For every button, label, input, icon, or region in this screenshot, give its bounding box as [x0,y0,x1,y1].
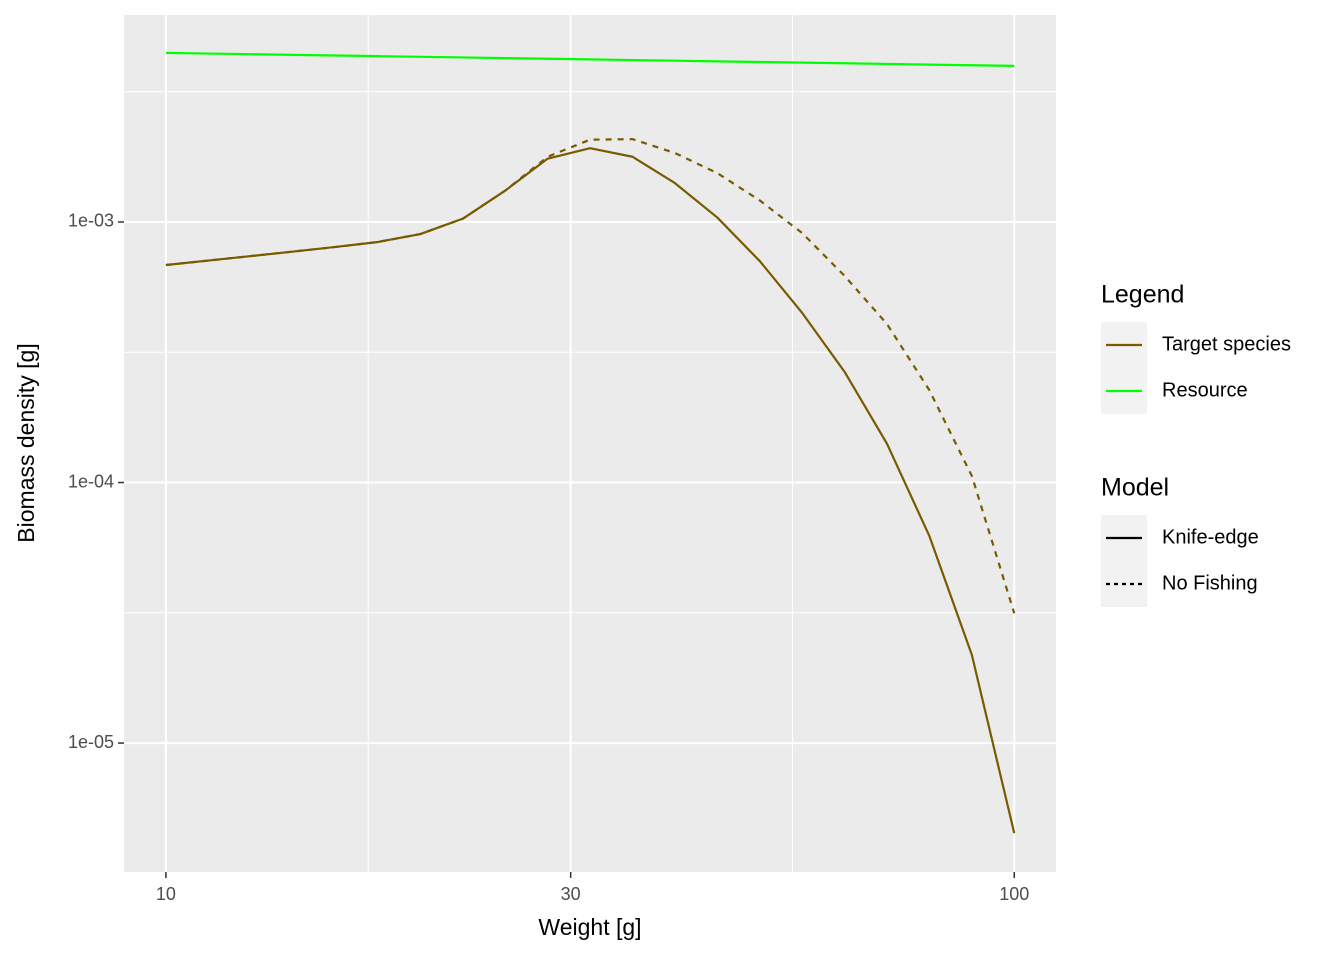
axes: 10 30 100 1e-05 1e-04 1e-03 [68,211,1029,904]
grid [124,15,1056,872]
y-tick-label: 1e-03 [68,211,114,231]
series-line [165,51,1015,67]
legend: Legend Target species Resource Model Knife-e… [1101,281,1291,607]
legend-key-background [1101,515,1147,607]
lines [165,51,1016,834]
y-tick-label: 1e-05 [68,732,114,752]
x-tick-label: 100 [999,884,1029,904]
y-tick-label: 1e-04 [68,471,114,491]
legend-label: No Fishing [1162,572,1258,594]
legend-label: Resource [1162,379,1248,401]
y-axis-title: Biomass density [g] [13,343,39,542]
plot-panel [124,15,1056,872]
legend-label: Target species [1162,333,1291,355]
legend-title: Legend [1101,281,1184,309]
series-line [165,147,1016,834]
legend-label: Knife-edge [1162,526,1259,548]
x-axis-title: Weight [g] [538,914,641,940]
legend-key-background [1101,322,1147,414]
x-tick-label: 30 [561,884,581,904]
legend-title: Model [1101,474,1169,502]
series-line [165,138,1016,614]
x-tick-label: 10 [156,884,176,904]
